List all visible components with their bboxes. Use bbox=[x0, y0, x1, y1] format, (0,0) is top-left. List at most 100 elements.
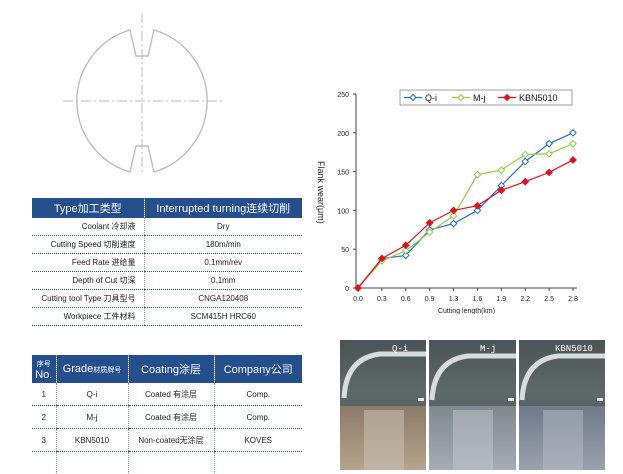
conditions-header-type: Type加工类型 bbox=[32, 198, 144, 218]
flank-wear-chart: 0 50 100 150 200 250 0.0 0.3 0.6 0.9 1.3 1.6 1.9 2.2 2… bbox=[316, 89, 578, 314]
grade-comparison-table: 序号 No. Grade材质牌号 Coating涂层 Company公司 1 Q… bbox=[32, 355, 302, 474]
x-tick-label: 2.5 bbox=[544, 296, 554, 303]
data-point-kbn5010 bbox=[377, 254, 386, 263]
data-point-m-j bbox=[425, 228, 434, 237]
grade-row-no: 2 bbox=[32, 405, 56, 429]
legend-marker bbox=[457, 93, 465, 102]
data-point-m-j bbox=[521, 150, 530, 159]
grade-row-empty bbox=[32, 451, 302, 474]
legend-marker bbox=[409, 93, 417, 102]
conditions-row-coolant: Coolant 冷却液 Dry bbox=[32, 218, 302, 236]
legend-label: M-j bbox=[473, 93, 486, 103]
data-point-kbn5010 bbox=[401, 241, 410, 250]
wear-photos: Q-i M-j KBN5010 bbox=[340, 340, 605, 470]
data-point-q-i bbox=[545, 139, 554, 148]
series-line-m-j bbox=[357, 143, 574, 289]
y-tick-label: 150 bbox=[337, 170, 349, 177]
x-axis-title: Cutting length(km) bbox=[438, 308, 495, 314]
workpiece-diagram bbox=[63, 13, 223, 173]
grade-header-grade: Grade材质牌号 bbox=[55, 355, 128, 383]
x-tick-label: 1.3 bbox=[449, 296, 459, 303]
data-point-kbn5010 bbox=[521, 177, 530, 186]
grade-header-grade-cn: 材质牌号 bbox=[93, 367, 122, 374]
photo-label: Q-i bbox=[392, 344, 408, 354]
x-tick-label: 1.6 bbox=[473, 296, 483, 303]
conditions-header-interrupted: Interrupted turning连续切削 bbox=[143, 198, 302, 218]
data-point-q-i bbox=[401, 251, 410, 260]
data-point-m-j bbox=[497, 166, 506, 174]
data-point-m-j bbox=[569, 139, 577, 148]
x-tick-label: 1.9 bbox=[496, 296, 506, 303]
data-point-kbn5010 bbox=[425, 218, 434, 227]
conditions-label: Depth of Cut 切深 bbox=[32, 271, 144, 290]
grade-header-company: Company公司 bbox=[213, 355, 302, 383]
data-point-kbn5010 bbox=[569, 156, 577, 164]
x-tick-label: 2.8 bbox=[568, 296, 578, 303]
x-tick-label: 2.2 bbox=[520, 296, 530, 303]
conditions-row-tool: Cutting tool Type 刀具型号 CNGA120408 bbox=[32, 289, 302, 308]
data-point-q-i bbox=[473, 206, 482, 215]
grade-row-grade: KBN5010 bbox=[55, 428, 128, 452]
photo-label: M-j bbox=[480, 344, 496, 354]
series-line-kbn5010 bbox=[357, 159, 574, 289]
x-tick-label: 0.6 bbox=[401, 296, 411, 303]
grade-empty-cell bbox=[213, 451, 302, 474]
conditions-value: CNGA120408 bbox=[143, 289, 302, 308]
grade-row: 3 KBN5010 Non-coated无涂层 KOVES bbox=[32, 428, 302, 452]
data-point-kbn5010 bbox=[354, 284, 362, 292]
grade-row-coating: Non-coated无涂层 bbox=[127, 428, 214, 452]
conditions-header-row: Type加工类型 Interrupted turning连续切削 bbox=[32, 198, 302, 218]
data-point-kbn5010 bbox=[497, 186, 506, 195]
data-point-q-i bbox=[569, 128, 577, 137]
grade-row-company: Comp. bbox=[213, 405, 302, 429]
grade-header-no: 序号 No. bbox=[32, 355, 56, 383]
photo-m-j: M-j bbox=[429, 340, 516, 470]
grade-empty-cell bbox=[55, 451, 128, 474]
conditions-row-feed: Feed Rate 进给量 0.1mm/rev bbox=[32, 253, 302, 272]
legend-label: KBN5010 bbox=[519, 93, 558, 103]
data-point-kbn5010 bbox=[545, 168, 554, 177]
grade-header-coating: Coating涂层 bbox=[127, 355, 214, 383]
x-tick-label: 0.0 bbox=[353, 296, 363, 303]
conditions-value: SCM415H HRC60 bbox=[143, 307, 302, 326]
grade-row-company: Comp. bbox=[213, 383, 302, 406]
legend-box bbox=[399, 89, 573, 106]
y-tick-label: 250 bbox=[337, 92, 349, 99]
grade-row-grade: Q-i bbox=[55, 383, 128, 406]
data-point-q-i bbox=[521, 157, 530, 166]
conditions-row-depth: Depth of Cut 切深 0.1mm bbox=[32, 271, 302, 290]
grade-row-no: 3 bbox=[32, 428, 56, 452]
conditions-label: Cutting Speed 切削速度 bbox=[32, 235, 144, 254]
y-tick-label: 200 bbox=[337, 131, 349, 138]
conditions-row-speed: Cutting Speed 切削速度 180m/min bbox=[32, 235, 302, 254]
y-axis-title: Flank wear(μm) bbox=[316, 161, 326, 224]
grade-row-no: 1 bbox=[32, 383, 56, 406]
grade-row: 1 Q-i Coated 有涂层 Comp. bbox=[32, 383, 302, 406]
legend-label: Q-i bbox=[425, 93, 437, 103]
grade-row: 2 M-j Coated 有涂层 Comp. bbox=[32, 405, 302, 429]
conditions-label: Cutting tool Type 刀具型号 bbox=[32, 289, 144, 308]
data-point-kbn5010 bbox=[449, 206, 458, 215]
photo-label: KBN5010 bbox=[555, 344, 593, 354]
y-tick-label: 0 bbox=[345, 286, 349, 293]
data-point-kbn5010 bbox=[473, 201, 482, 210]
cutting-conditions-table: Type加工类型 Interrupted turning连续切削 Coolant… bbox=[32, 198, 302, 326]
x-tick-label: 0.9 bbox=[425, 296, 435, 303]
conditions-label: Feed Rate 进给量 bbox=[32, 253, 144, 272]
grade-row-coating: Coated 有涂层 bbox=[127, 383, 214, 406]
data-point-m-j bbox=[473, 170, 482, 179]
grade-header-no-cn: 序号 bbox=[36, 361, 51, 368]
data-point-q-i bbox=[449, 219, 458, 228]
photo-kbn5010: KBN5010 bbox=[519, 340, 605, 470]
y-tick-label: 50 bbox=[341, 247, 349, 254]
x-tick-label: 0.3 bbox=[377, 296, 387, 303]
legend-marker bbox=[503, 93, 511, 102]
conditions-label: Workpiece 工件材料 bbox=[32, 307, 144, 326]
conditions-row-workpiece: Workpiece 工件材料 SCM415H HRC60 bbox=[32, 307, 302, 326]
photo-q-i: Q-i bbox=[340, 340, 426, 470]
conditions-value: Dry bbox=[143, 218, 302, 236]
conditions-value: 0.1mm/rev bbox=[143, 253, 302, 272]
data-point-m-j bbox=[449, 211, 458, 220]
grade-empty-cell bbox=[32, 452, 56, 474]
grade-header-row: 序号 No. Grade材质牌号 Coating涂层 Company公司 bbox=[32, 355, 302, 383]
